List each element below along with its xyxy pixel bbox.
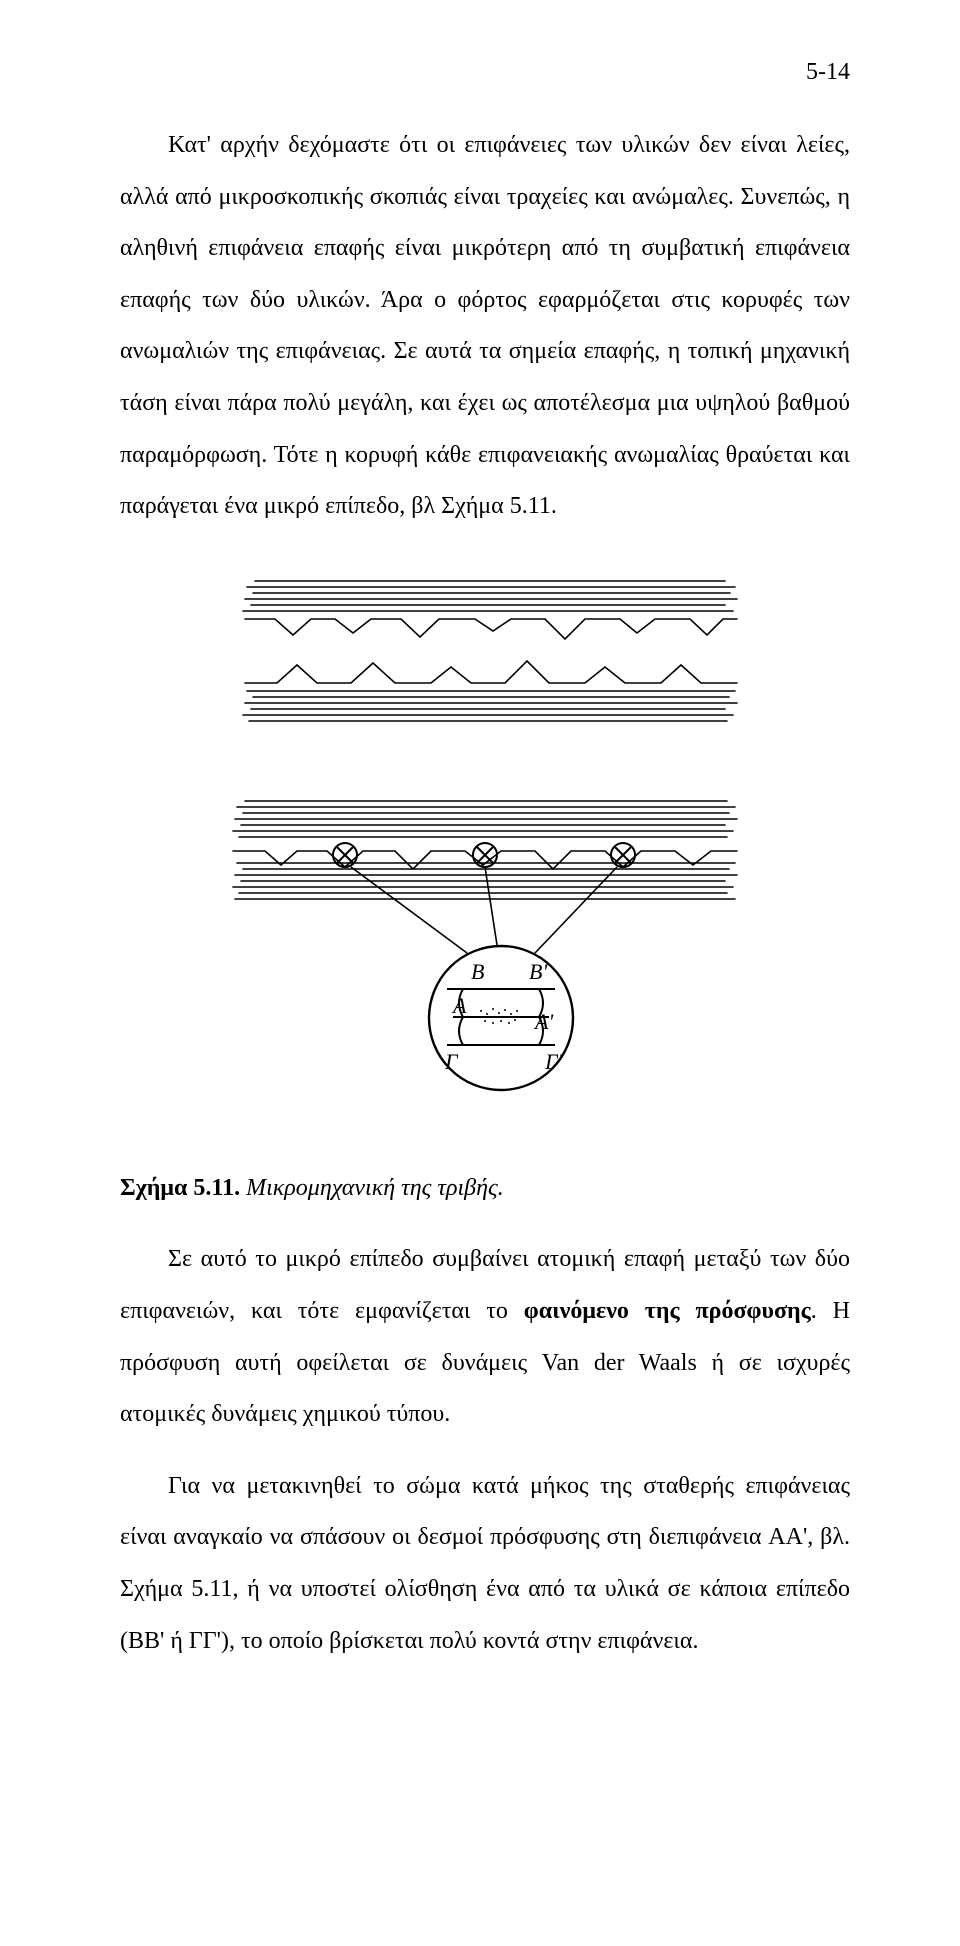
document-page: 5-14 Κατ' αρχήν δεχόμαστε ότι οι επιφάνε… xyxy=(0,0,960,1946)
label-G: Γ xyxy=(444,1049,459,1074)
figure-caption: Σχήμα 5.11. Μικρομηχανική της τριβής. xyxy=(120,1163,850,1215)
figure-top-sketch xyxy=(225,573,745,733)
caption-label: Σχήμα 5.11. xyxy=(120,1175,240,1201)
label-Bprime: B' xyxy=(529,959,547,984)
p2-bold: φαινόμενο της πρόσφυσης xyxy=(524,1298,811,1324)
paragraph-2: Σε αυτό το μικρό επίπεδο συμβαίνει ατομι… xyxy=(120,1234,850,1440)
page-number: 5-14 xyxy=(120,60,850,84)
paragraph-1: Κατ' αρχήν δεχόμαστε ότι οι επιφάνειες τ… xyxy=(120,120,850,533)
label-A: A xyxy=(451,993,467,1018)
caption-title: Μικρομηχανική της τριβής. xyxy=(246,1175,504,1201)
label-Aprime: A' xyxy=(533,1009,553,1034)
figure-5-11: B B' A A' Γ Γ' xyxy=(120,573,850,1103)
figure-bottom-sketch: B B' A A' Γ Γ' xyxy=(215,793,755,1103)
label-B: B xyxy=(471,959,484,984)
label-Gprime: Γ' xyxy=(544,1049,563,1074)
paragraph-3: Για να μετακινηθεί το σώμα κατά μήκος τη… xyxy=(120,1461,850,1667)
